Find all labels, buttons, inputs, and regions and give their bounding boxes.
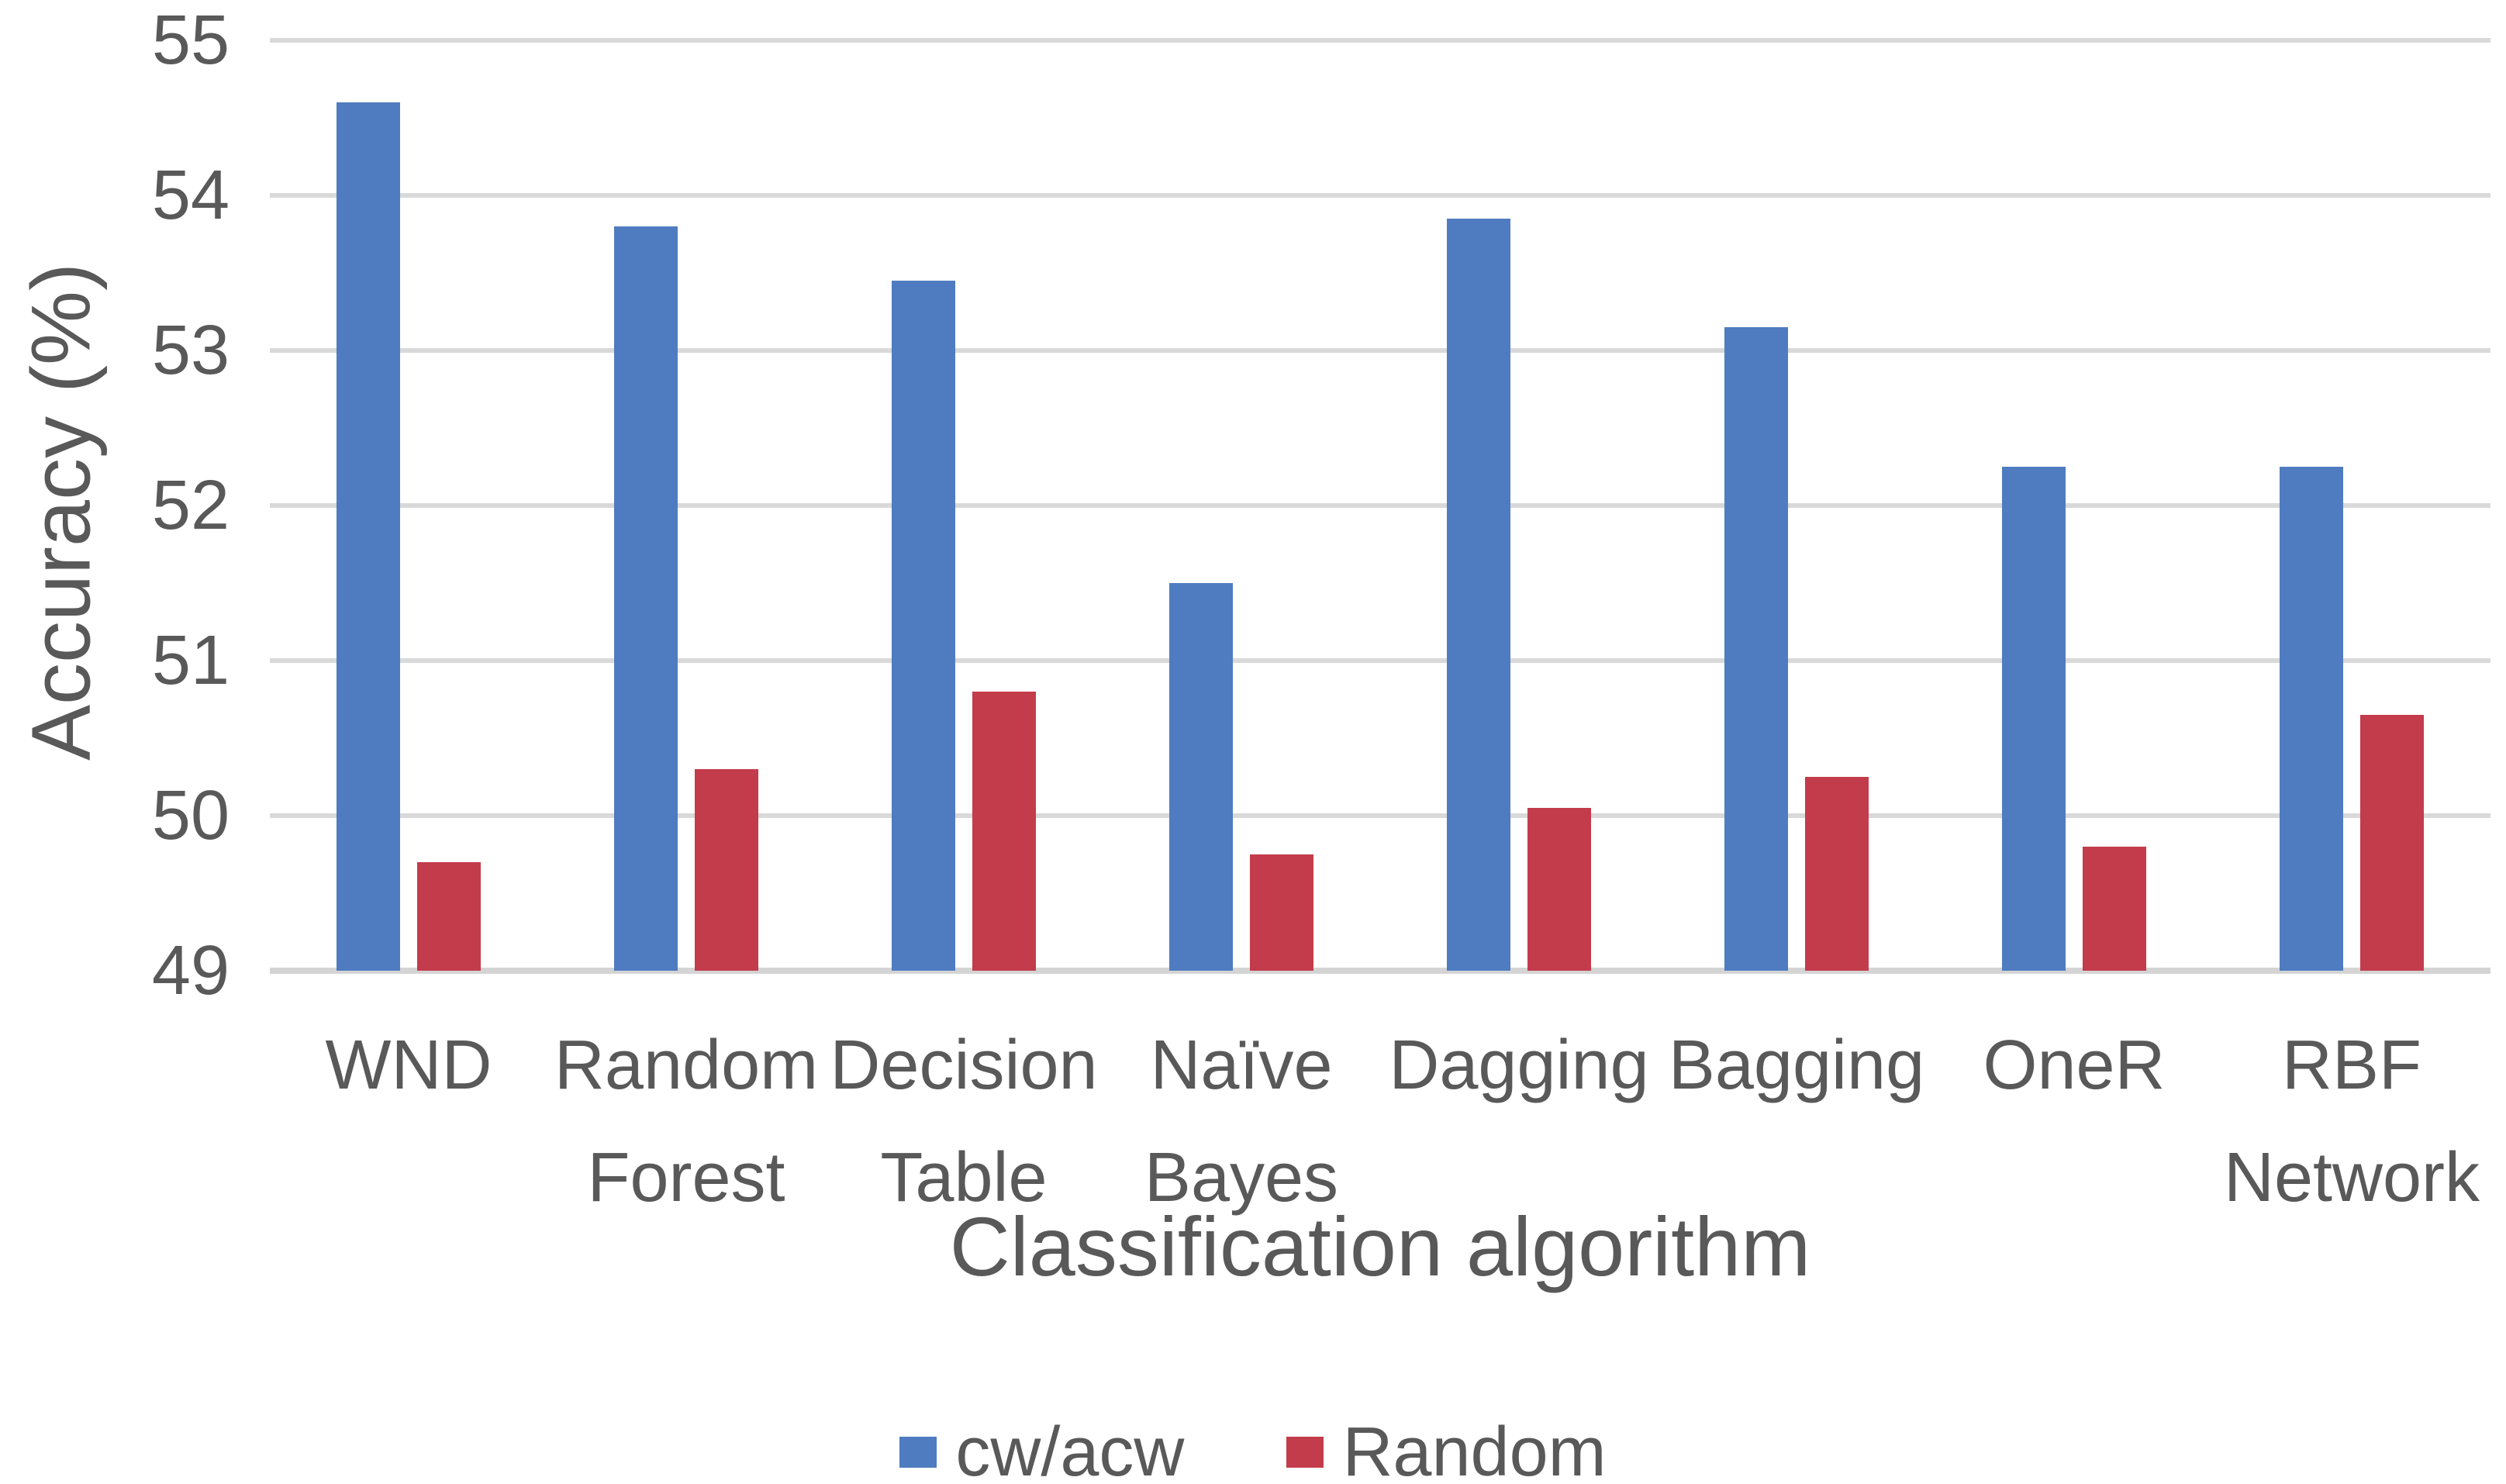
category-label: OneR [1983, 1027, 2166, 1104]
bar-random [695, 769, 758, 971]
x-axis-line [270, 968, 2490, 974]
category-label: RBF Network [2223, 1027, 2480, 1217]
category-label: Decision Table [830, 1027, 1098, 1217]
bar-random [2083, 847, 2146, 971]
plot-area [270, 38, 2490, 974]
legend-label: cw/acw [955, 1413, 1185, 1484]
bar-cw-acw [1169, 583, 1233, 971]
y-tick-label: 51 [151, 622, 230, 699]
y-tick-label: 49 [151, 932, 230, 1009]
category-label: Random Forest [554, 1027, 819, 1217]
bar-cw-acw [892, 281, 955, 971]
bar-random [417, 862, 481, 971]
gridline [270, 38, 2490, 43]
y-tick-label: 50 [151, 777, 230, 854]
gridline [270, 658, 2490, 663]
bar-cw-acw [1447, 219, 1510, 971]
gridline [270, 813, 2490, 818]
category-label: Naïve Bayes [1144, 1027, 1339, 1217]
y-tick-label: 55 [151, 2, 230, 79]
bar-random [1250, 854, 1313, 971]
category-label: WND [325, 1027, 492, 1104]
bar-random [2360, 715, 2424, 971]
y-tick-label: 54 [151, 157, 230, 234]
legend: cw/acw Random [0, 1417, 2506, 1484]
gridline [270, 193, 2490, 198]
x-axis-title: Classification algorithm [949, 1199, 1811, 1293]
bar-random [1805, 777, 1869, 971]
legend-swatch-icon [899, 1437, 937, 1468]
bar-random [972, 692, 1036, 971]
gridline [270, 348, 2490, 353]
bar-cw-acw [2280, 467, 2343, 971]
category-label: Bagging [1668, 1027, 1925, 1104]
gridline [270, 503, 2490, 508]
bar-cw-acw [614, 226, 678, 971]
legend-item: Random [1286, 1413, 1607, 1484]
bar-random [1527, 808, 1591, 971]
bar-cw-acw [337, 102, 400, 971]
bar-cw-acw [2002, 467, 2066, 971]
legend-swatch-icon [1286, 1437, 1324, 1468]
legend-label: Random [1342, 1413, 1607, 1484]
bar-cw-acw [1724, 327, 1788, 971]
category-label: Dagging [1389, 1027, 1649, 1104]
y-tick-label: 53 [151, 312, 230, 389]
y-tick-label: 52 [151, 467, 230, 544]
legend-item: cw/acw [899, 1417, 1184, 1484]
